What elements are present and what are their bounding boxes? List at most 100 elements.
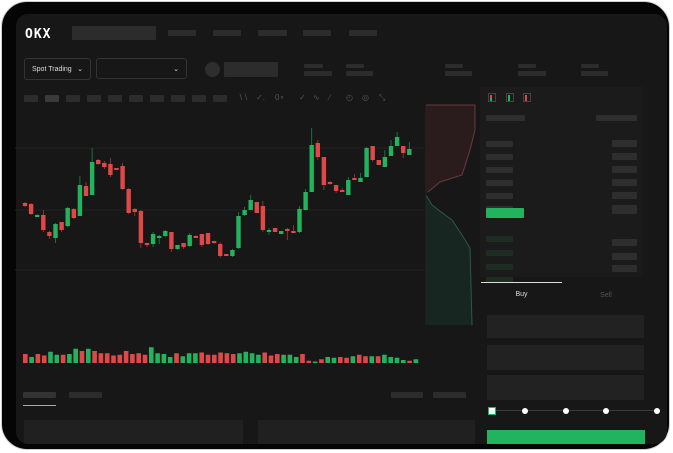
volume-bar xyxy=(407,360,412,363)
candle-body xyxy=(35,215,40,217)
total-input[interactable] xyxy=(487,375,644,400)
tab-open-orders[interactable] xyxy=(23,392,56,398)
candle-body xyxy=(291,231,296,233)
chevron-down-icon: ⌄ xyxy=(173,65,179,73)
candle-body xyxy=(309,145,314,192)
candle-body xyxy=(333,185,339,191)
last-amount xyxy=(612,207,637,214)
nav-item-4[interactable] xyxy=(303,30,331,36)
bottom-action-1[interactable] xyxy=(391,392,423,398)
volume-bar xyxy=(388,357,393,363)
pencil-icon[interactable]: ∕ xyxy=(329,93,331,102)
candle-body xyxy=(321,157,327,185)
volume-bar xyxy=(382,354,387,363)
target-icon[interactable]: ◎ xyxy=(362,93,369,102)
candle-body xyxy=(47,232,52,236)
volume-bar xyxy=(287,354,293,363)
timeframe-button[interactable] xyxy=(24,95,38,102)
candle-body xyxy=(150,234,156,244)
timeframe-button[interactable] xyxy=(171,95,185,102)
coin-icon xyxy=(205,62,220,77)
slider-track[interactable] xyxy=(492,410,658,411)
nav-item-3[interactable] xyxy=(258,30,287,36)
order-book-header xyxy=(596,115,637,121)
last-price xyxy=(486,208,524,218)
slider-step-100[interactable] xyxy=(654,408,660,414)
volume-bar xyxy=(111,355,116,363)
candle-body xyxy=(394,137,400,146)
timeframe-button[interactable] xyxy=(108,95,122,102)
candle-body xyxy=(303,192,308,210)
volume-bar xyxy=(35,354,41,363)
stat-value xyxy=(518,71,546,76)
app-screen: OKX Spot Trading ⌄ ⌄ ∖∖ ✓. 0∘ ✓ ∿ ∕ ◴ ◎ ⤡ Buy Se… xyxy=(16,14,667,444)
amount-input[interactable] xyxy=(487,345,644,370)
stat-label xyxy=(581,64,599,68)
timeframe-button[interactable] xyxy=(192,95,206,102)
candle-body xyxy=(230,250,235,256)
stat-label xyxy=(304,64,323,68)
volume-bar xyxy=(92,351,97,363)
wave-icon[interactable]: ∿ xyxy=(313,93,320,102)
indicator-icon[interactable]: ∖∖ xyxy=(238,93,249,102)
candle-body xyxy=(102,163,107,167)
depth-asks-area xyxy=(426,105,475,195)
book-bids-icon[interactable] xyxy=(506,93,514,102)
bid-price xyxy=(486,236,513,242)
price-icon[interactable]: 0∘ xyxy=(275,93,285,102)
active-tab-underline xyxy=(481,282,562,283)
slider-step-50[interactable] xyxy=(563,408,569,414)
bottom-action-2[interactable] xyxy=(433,392,466,398)
volume-bar xyxy=(230,354,236,363)
okx-logo[interactable]: OKX xyxy=(25,27,52,42)
camera-icon[interactable]: ◴ xyxy=(346,93,353,102)
slider-step-25[interactable] xyxy=(522,408,528,414)
timeframe-button[interactable] xyxy=(213,95,227,102)
tab-sell[interactable]: Sell xyxy=(600,292,612,299)
volume-bar xyxy=(212,354,217,363)
nav-item-1[interactable] xyxy=(168,30,196,36)
pair-select[interactable]: ⌄ xyxy=(96,58,187,79)
buy-button[interactable] xyxy=(487,430,645,444)
timeframe-button[interactable] xyxy=(87,95,101,102)
volume-bar xyxy=(394,357,400,363)
bid-amount xyxy=(612,253,637,260)
slider-step-75[interactable] xyxy=(603,408,609,414)
bid-price xyxy=(486,277,513,283)
search-bar[interactable] xyxy=(72,26,156,40)
volume-bar xyxy=(413,359,419,363)
timeframe-button[interactable] xyxy=(45,95,59,102)
volume-bar xyxy=(67,354,72,363)
candle-body xyxy=(89,162,95,195)
tab-order-history[interactable] xyxy=(69,392,102,398)
candle-body xyxy=(327,182,333,184)
fullscreen-icon[interactable]: ⤡ xyxy=(379,93,386,102)
tab-buy[interactable]: Buy xyxy=(515,291,528,298)
candle-body xyxy=(193,236,198,238)
volume-bar xyxy=(205,354,211,363)
nav-item-5[interactable] xyxy=(349,30,377,36)
ask-price xyxy=(486,141,513,147)
bottom-panel-left xyxy=(24,420,243,444)
volume-bar xyxy=(262,352,267,363)
nav-item-2[interactable] xyxy=(213,30,241,36)
slider-handle[interactable] xyxy=(488,407,496,415)
trading-mode-select[interactable]: Spot Trading ⌄ xyxy=(24,58,91,80)
candle-body xyxy=(120,166,125,189)
price-input[interactable] xyxy=(487,315,644,338)
book-both-icon[interactable] xyxy=(488,93,496,102)
stat-value xyxy=(346,71,373,76)
line-type-icon[interactable]: ✓. xyxy=(256,93,265,102)
timeframe-button[interactable] xyxy=(66,95,80,102)
bottom-tab-underline xyxy=(23,405,56,406)
timeframe-button[interactable] xyxy=(150,95,164,102)
candle-body xyxy=(236,216,241,248)
bottom-panel-right xyxy=(258,420,475,444)
check-icon[interactable]: ✓ xyxy=(299,93,306,102)
timeframe-button[interactable] xyxy=(129,95,143,102)
depth-asks-line xyxy=(426,104,476,193)
book-asks-icon[interactable] xyxy=(523,93,531,102)
candle-body xyxy=(218,244,223,256)
volume-bar xyxy=(29,357,34,363)
